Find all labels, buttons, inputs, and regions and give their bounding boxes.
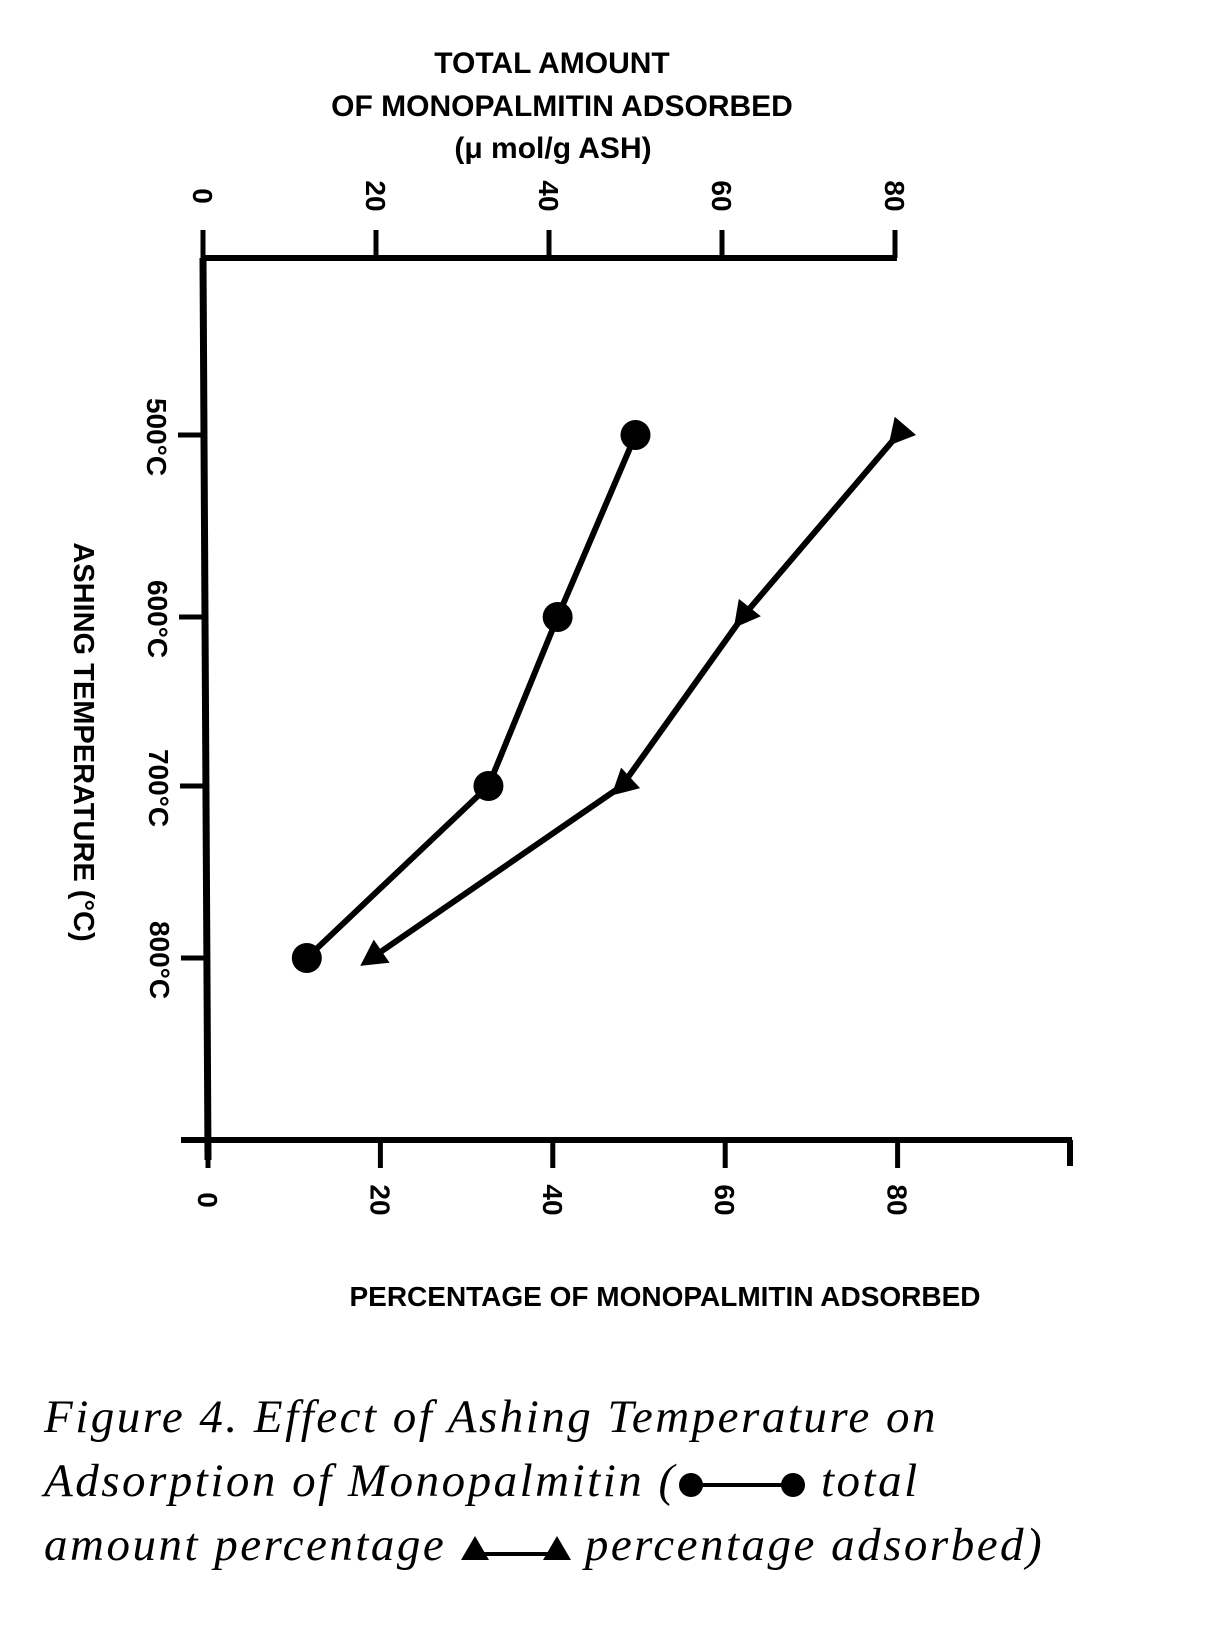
circle-point [542, 602, 573, 632]
caption-line-3-text-end: percentage adsorbed) [570, 1519, 1045, 1571]
top-axis-title-line3: (μ mol/g ASH) [454, 132, 651, 165]
triangle-point [611, 767, 641, 796]
top-tick-label: 60 [706, 180, 737, 211]
top-tick-label: 0 [187, 188, 218, 204]
top-tick-label: 20 [360, 180, 391, 211]
series-lines [304, 433, 900, 961]
top-axis-title: TOTAL AMOUNT OF MONOPALMITIN ADSORBED (μ… [331, 47, 793, 165]
bottom-tick-label: 60 [709, 1184, 740, 1215]
temperature-tick-label: 700°C [143, 749, 174, 827]
figure-caption: Figure 4. Effect of Ashing Temperature o… [44, 1385, 1174, 1577]
ticks: 0 20 40 60 80 0 20 40 60 80 500°C 600°C 700°C 800°C [141, 180, 913, 1215]
legend-circle-series-symbol [677, 1468, 807, 1502]
circle-point [620, 420, 651, 450]
bottom-axis-title: PERCENTAGE OF MONOPALMITIN ADSORBED [349, 1281, 980, 1312]
markers [291, 416, 917, 973]
top-axis-title-line1: TOTAL AMOUNT [434, 47, 670, 80]
temperature-axis-line [199, 257, 212, 1161]
caption-line-2: Adsorption of Monopalmitin ( total [44, 1449, 1174, 1513]
caption-line-2-text-end: total [806, 1455, 920, 1507]
bottom-tick-label: 80 [882, 1184, 913, 1215]
circle-point [473, 771, 504, 801]
top-tick-label: 80 [879, 180, 910, 211]
temperature-axis-title: ASHING TEMPERATURE (°C) [67, 542, 99, 941]
triangle-point [360, 939, 390, 966]
temperature-tick-label: 500°C [141, 398, 172, 476]
top-tick-label: 40 [533, 180, 564, 211]
caption-line-1: Figure 4. Effect of Ashing Temperature o… [44, 1391, 939, 1443]
triangle-point [888, 416, 917, 446]
caption-line-3: amount percentage percentage adsorbed) [44, 1513, 1174, 1577]
legend-triangle-series-symbol [460, 1532, 571, 1566]
chart: TOTAL AMOUNT OF MONOPALMITIN ADSORBED (μ… [67, 47, 1073, 1312]
temperature-tick-label: 600°C [142, 580, 173, 658]
axes [181, 255, 1073, 1166]
temperature-tick-label: 800°C [144, 921, 175, 999]
bottom-tick-label: 20 [364, 1184, 395, 1215]
circle-point [291, 943, 322, 973]
top-axis-title-line2: OF MONOPALMITIN ADSORBED [331, 90, 793, 123]
bottom-tick-label: 0 [192, 1192, 223, 1208]
bottom-tick-label: 40 [537, 1184, 568, 1215]
triangle-point [733, 598, 761, 629]
caption-line-2-text: Adsorption of Monopalmitin ( [44, 1455, 677, 1507]
circle-series-line [304, 433, 639, 961]
caption-line-3-text: amount percentage [44, 1519, 461, 1571]
triangle-series-line [370, 433, 900, 961]
